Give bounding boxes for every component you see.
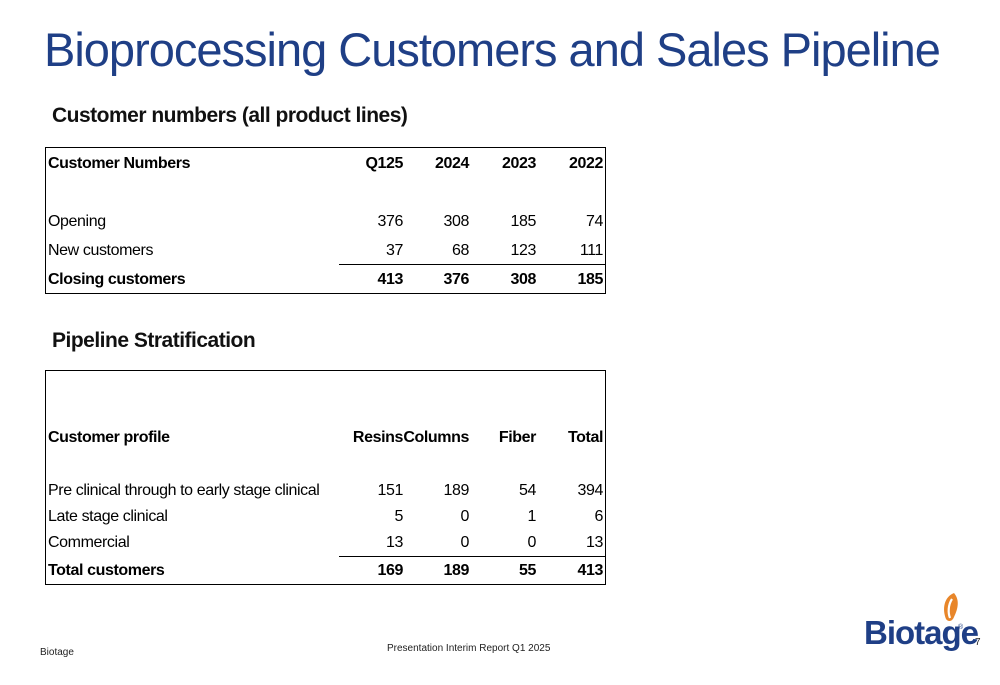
pipeline-stratification-heading: Pipeline Stratification <box>52 329 256 352</box>
cell-value: 123 <box>510 242 537 259</box>
cell-value: 6 <box>594 508 604 525</box>
footer-company: Biotage <box>40 647 74 658</box>
cell-value: 13 <box>386 534 403 551</box>
cell-value: 13 <box>586 534 603 551</box>
total-rule <box>339 264 605 265</box>
cell-value: 308 <box>510 271 537 288</box>
header-2024: 2024 <box>435 155 469 172</box>
cell-value: 413 <box>377 271 404 288</box>
header-customer-profile: Customer profile <box>48 429 170 446</box>
cell-value: 68 <box>452 242 469 259</box>
registered-mark: ® <box>958 624 964 631</box>
cell-value: 0 <box>527 534 537 551</box>
cell-value: 55 <box>519 562 536 579</box>
header-columns: Columns <box>403 429 469 446</box>
cell-value: 54 <box>519 482 536 499</box>
table-header-row: Customer Numbers Q125 2024 2023 2022 <box>46 151 605 177</box>
cell-value: 376 <box>377 213 404 230</box>
cell-value: 0 <box>460 534 470 551</box>
cell-value: 308 <box>443 213 470 230</box>
row-label: Opening <box>48 213 106 230</box>
cell-value: 376 <box>443 271 470 288</box>
header-2022: 2022 <box>569 155 603 172</box>
leaf-logo-icon <box>944 593 958 622</box>
cell-value: 1 <box>527 508 537 525</box>
cell-value: 111 <box>579 242 604 259</box>
cell-value: 185 <box>577 271 604 288</box>
row-label: Total customers <box>48 562 165 579</box>
header-2023: 2023 <box>502 155 536 172</box>
row-label: New customers <box>48 242 154 259</box>
table-total-row: Closing customers 413 376 308 185 <box>46 267 605 293</box>
footer-presentation-title: Presentation Interim Report Q1 2025 <box>387 643 551 654</box>
header-q125: Q125 <box>365 155 403 172</box>
cell-value: 189 <box>443 562 470 579</box>
total-rule <box>339 556 605 557</box>
table-row: Late stage clinical 5 0 1 6 <box>46 504 605 530</box>
header-total: Total <box>567 429 603 446</box>
row-label: Late stage clinical <box>48 508 168 525</box>
header-customer-numbers: Customer Numbers <box>48 155 191 172</box>
cell-value: 394 <box>577 482 604 499</box>
header-resins: Resins <box>352 429 403 446</box>
cell-value: 185 <box>510 213 537 230</box>
table-header-row: Customer profile Resins Columns Fiber To… <box>46 425 605 451</box>
cell-value: 74 <box>586 213 603 230</box>
cell-value: 0 <box>460 508 470 525</box>
table-row: Commercial 13 0 0 13 <box>46 530 605 556</box>
cell-value: 37 <box>386 242 403 259</box>
cell-value: 5 <box>394 508 404 525</box>
cell-value: 151 <box>377 482 404 499</box>
header-fiber: Fiber <box>498 429 537 446</box>
row-label: Pre clinical through to early stage clin… <box>48 482 320 499</box>
customer-numbers-table: Customer Numbers Q125 2024 2023 2022 Ope… <box>45 147 606 294</box>
table-row: Pre clinical through to early stage clin… <box>46 478 605 504</box>
table-row: Opening 376 308 185 74 <box>46 209 605 235</box>
cell-value: 169 <box>377 562 404 579</box>
slide-title: Bioprocessing Customers and Sales Pipeli… <box>44 23 941 76</box>
row-label: Commercial <box>48 534 130 551</box>
cell-value: 413 <box>577 562 604 579</box>
page-number: 7 <box>975 637 981 648</box>
cell-value: 189 <box>443 482 470 499</box>
row-label: Closing customers <box>48 271 186 288</box>
logo-wordmark: Biotage <box>864 614 979 651</box>
customer-numbers-heading: Customer numbers (all product lines) <box>52 104 408 127</box>
table-total-row: Total customers 169 189 55 413 <box>46 558 605 584</box>
table-row: New customers 37 68 123 111 <box>46 238 605 264</box>
pipeline-stratification-table: Customer profile Resins Columns Fiber To… <box>45 370 606 585</box>
